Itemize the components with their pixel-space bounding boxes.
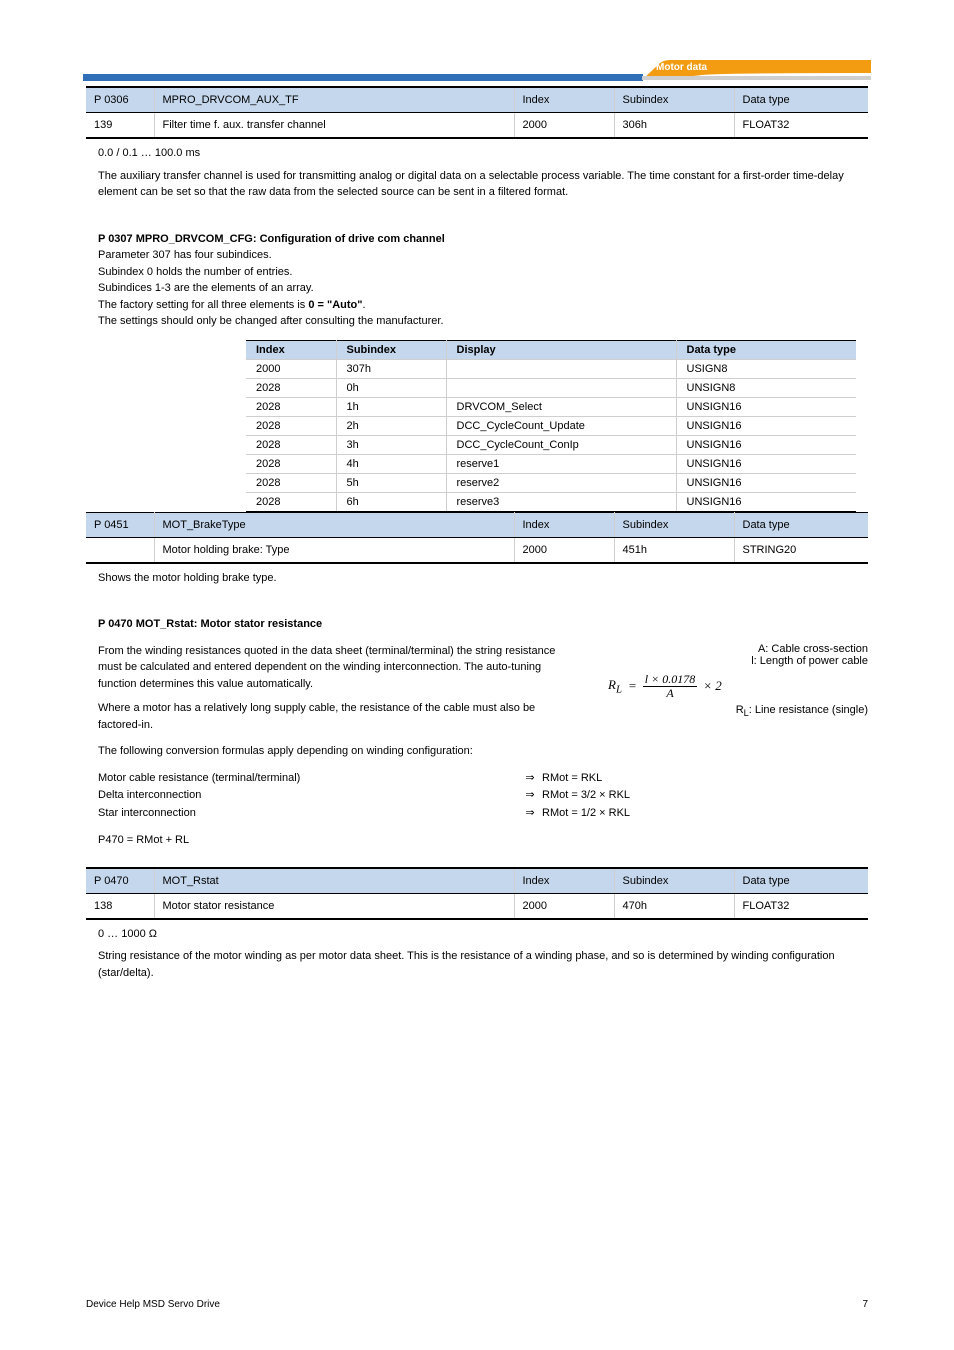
final-formula: P470 = RMot + RL xyxy=(98,832,868,849)
param-470-table: P 0470 MOT_Rstat Index Subindex Data typ… xyxy=(86,867,868,920)
page-header: Motor data xyxy=(86,60,868,80)
cell: 138 xyxy=(86,893,154,919)
cell: STRING20 xyxy=(734,537,868,563)
header-section-label: Motor data xyxy=(656,62,707,73)
cell: Motor stator resistance xyxy=(154,893,514,919)
footer-page-number: 7 xyxy=(862,1299,868,1310)
cell: 2000 xyxy=(514,537,614,563)
col-index: Index xyxy=(514,87,614,113)
col-type: Data type xyxy=(734,87,868,113)
left-text: From the winding resistances quoted in t… xyxy=(98,643,578,734)
section-470-body: From the winding resistances quoted in t… xyxy=(98,643,868,734)
param-306-desc: The auxiliary transfer channel is used f… xyxy=(98,168,868,201)
col: Subindex xyxy=(336,340,446,359)
col-type: Data type xyxy=(734,868,868,894)
cell: FLOAT32 xyxy=(734,893,868,919)
col-index: Index xyxy=(514,512,614,537)
param-470-range: 0 … 1000 Ω xyxy=(98,926,868,943)
col-name: MOT_BrakeType xyxy=(154,512,514,537)
formula: RL = l × 0.0178 A × 2 xyxy=(608,673,868,700)
footer-left: Device Help MSD Servo Drive xyxy=(86,1299,220,1310)
cell xyxy=(86,537,154,563)
param-306-range: 0.0 / 0.1 … 100.0 ms xyxy=(98,145,868,162)
cell: 451h xyxy=(614,537,734,563)
cell: Motor holding brake: Type xyxy=(154,537,514,563)
cell: FLOAT32 xyxy=(734,113,868,139)
col-p: P 0306 xyxy=(86,87,154,113)
col-sub: Subindex xyxy=(614,512,734,537)
param-306-table: P 0306 MPRO_DRVCOM_AUX_TF Index Subindex… xyxy=(86,86,868,139)
header-blue-bar xyxy=(83,74,643,81)
col: Index xyxy=(246,340,336,359)
formula-block: A: Cable cross-section l: Length of powe… xyxy=(608,643,868,719)
cell: 139 xyxy=(86,113,154,139)
col-p: P 0470 xyxy=(86,868,154,894)
cell: Filter time f. aux. transfer channel xyxy=(154,113,514,139)
col-name: MOT_Rstat xyxy=(154,868,514,894)
col: Data type xyxy=(676,340,856,359)
col-type: Data type xyxy=(734,512,868,537)
page-footer: Device Help MSD Servo Drive 7 xyxy=(86,1299,868,1310)
col-sub: Subindex xyxy=(614,87,734,113)
section-307-title: P 0307 MPRO_DRVCOM_CFG: Configuration of… xyxy=(98,231,868,248)
section-307-intro: Parameter 307 has four subindices. Subin… xyxy=(98,247,868,330)
param-451-desc: Shows the motor holding brake type. xyxy=(98,570,868,587)
line: The settings should only be changed afte… xyxy=(98,313,868,330)
col-p: P 0451 xyxy=(86,512,154,537)
param-451-table: P 0451 MOT_BrakeType Index Subindex Data… xyxy=(86,512,868,564)
line: Subindex 0 holds the number of entries. xyxy=(98,264,868,281)
page: Motor data P 0306 MPRO_DRVCOM_AUX_TF Ind… xyxy=(0,0,954,1350)
col: Display xyxy=(446,340,676,359)
col-name: MPRO_DRVCOM_AUX_TF xyxy=(154,87,514,113)
cell: 2000 xyxy=(514,113,614,139)
table-307: Index Subindex Display Data type 2000307… xyxy=(246,340,856,512)
line: Subindices 1-3 are the elements of an ar… xyxy=(98,280,868,297)
cell: 306h xyxy=(614,113,734,139)
line: Parameter 307 has four subindices. xyxy=(98,247,868,264)
cell: 2000 xyxy=(514,893,614,919)
param-470-desc: String resistance of the motor winding a… xyxy=(98,948,868,981)
col-sub: Subindex xyxy=(614,868,734,894)
col-index: Index xyxy=(514,868,614,894)
line: The factory setting for all three elemen… xyxy=(98,297,868,314)
section-470-title: P 0470 MOT_Rstat: Motor stator resistanc… xyxy=(98,616,868,633)
conversion-list: Motor cable resistance (terminal/termina… xyxy=(98,770,868,823)
cell: 470h xyxy=(614,893,734,919)
